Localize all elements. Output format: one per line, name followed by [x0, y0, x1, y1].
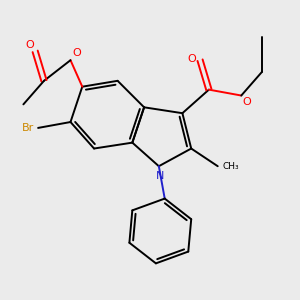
Text: N: N [156, 171, 164, 181]
Text: O: O [25, 40, 34, 50]
Text: CH₃: CH₃ [222, 162, 239, 171]
Text: O: O [187, 54, 196, 64]
Text: Br: Br [21, 123, 34, 133]
Text: O: O [243, 97, 251, 107]
Text: O: O [73, 48, 82, 58]
